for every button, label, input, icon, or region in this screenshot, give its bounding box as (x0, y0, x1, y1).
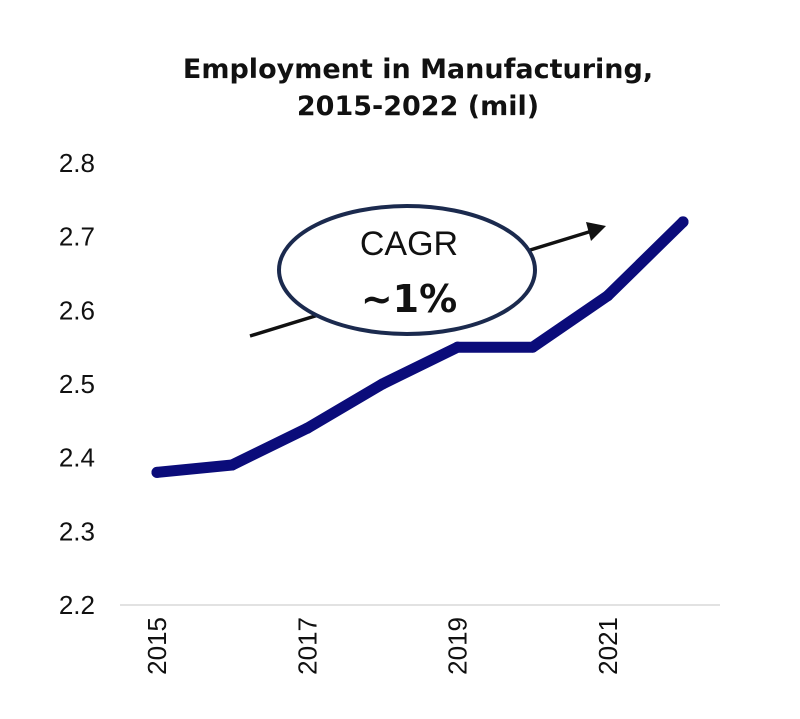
chart-title-line-1: Employment in Manufacturing, (183, 54, 653, 85)
cagr-annotation: CAGR ~1% (277, 204, 537, 336)
data-point (602, 290, 614, 302)
data-point (301, 422, 313, 434)
y-tick-label: 2.7 (59, 222, 95, 252)
x-tick-label: 2019 (443, 617, 473, 675)
data-point (151, 466, 163, 478)
y-tick-label: 2.5 (59, 369, 95, 399)
x-axis-tick-labels: 2015 2017 2019 2021 (142, 617, 623, 675)
cagr-ellipse (277, 204, 537, 336)
data-point (376, 378, 388, 390)
y-tick-label: 2.8 (59, 148, 95, 178)
cagr-value: ~1% (361, 277, 457, 321)
x-tick-label: 2017 (292, 617, 322, 675)
y-tick-label: 2.3 (59, 516, 95, 546)
data-point (452, 341, 464, 353)
cagr-label: CAGR (360, 225, 458, 263)
series-line-employment (151, 216, 689, 478)
x-tick-label: 2021 (593, 617, 623, 675)
chart-title-line-2: 2015-2022 (mil) (297, 91, 539, 122)
cagr-arrow-head (586, 222, 606, 241)
data-point (226, 459, 238, 471)
y-tick-label: 2.2 (59, 590, 95, 620)
y-tick-label: 2.4 (59, 443, 95, 473)
y-tick-label: 2.6 (59, 295, 95, 325)
data-point (527, 341, 539, 353)
y-axis-tick-labels: 2.2 2.3 2.4 2.5 2.6 2.7 2.8 (59, 148, 95, 620)
data-points (151, 216, 689, 478)
data-point (677, 216, 689, 228)
x-tick-label: 2015 (142, 617, 172, 675)
